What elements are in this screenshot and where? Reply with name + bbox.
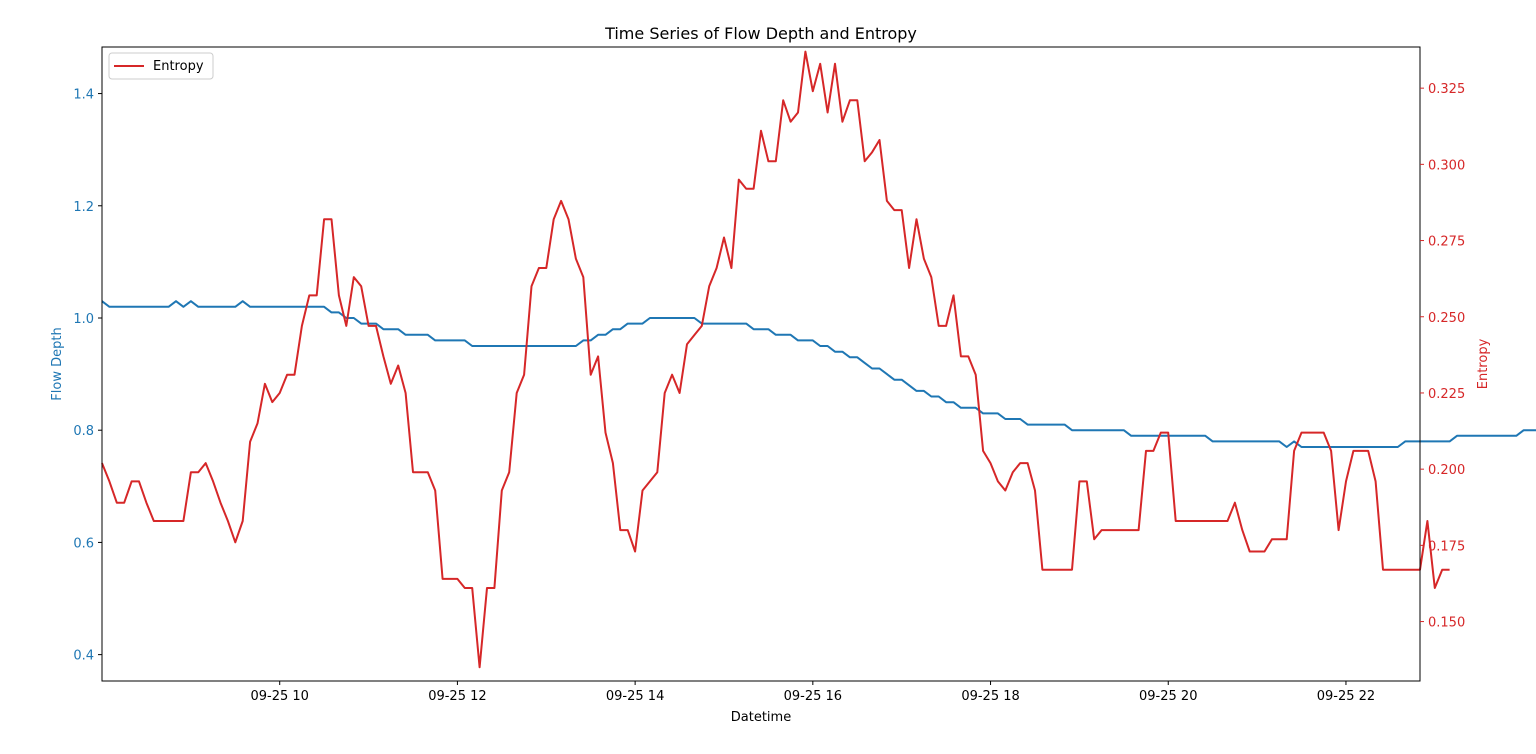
right-y-tick-label: 0.225 xyxy=(1428,387,1465,402)
x-tick-label: 09-25 16 xyxy=(784,689,842,704)
right-y-tick-label: 0.175 xyxy=(1428,539,1465,554)
x-tick-label: 09-25 12 xyxy=(428,689,486,704)
left-y-tick-label: 0.8 xyxy=(73,424,94,439)
legend-entropy-label: Entropy xyxy=(153,59,204,74)
x-tick-label: 09-25 10 xyxy=(250,689,308,704)
x-tick-label: 09-25 20 xyxy=(1139,689,1197,704)
right-y-tick-label: 0.300 xyxy=(1428,158,1465,173)
x-axis-label: Datetime xyxy=(731,710,791,725)
x-tick-label: 09-25 22 xyxy=(1317,689,1375,704)
left-y-tick-label: 1.2 xyxy=(73,200,94,215)
left-y-axis-label: Flow Depth xyxy=(50,327,65,400)
x-axis: 09-25 10 09-25 12 09-25 14 09-25 16 09-25 18… xyxy=(250,681,1375,704)
right-y-tick-label: 0.200 xyxy=(1428,463,1465,478)
right-y-tick-label: 0.250 xyxy=(1428,311,1465,326)
right-y-axis-label: Entropy xyxy=(1476,338,1491,389)
flow-depth-line xyxy=(101,300,1536,448)
chart-title: Time Series of Flow Depth and Entropy xyxy=(604,24,917,43)
plot-area xyxy=(101,50,1536,669)
plot-frame xyxy=(101,46,1421,682)
right-y-axis: 0.150 0.175 0.200 0.225 0.250 0.275 0.300 0.325 xyxy=(1420,82,1465,631)
left-y-tick-label: 1.0 xyxy=(73,312,94,327)
x-tick-label: 09-25 18 xyxy=(961,689,1019,704)
left-y-tick-label: 0.6 xyxy=(73,536,94,551)
right-y-tick-label: 0.275 xyxy=(1428,235,1465,250)
entropy-line xyxy=(101,50,1450,669)
x-tick-label: 09-25 14 xyxy=(606,689,664,704)
left-y-tick-label: 1.4 xyxy=(73,88,94,103)
left-y-axis: 0.4 0.6 0.8 1.0 1.2 1.4 xyxy=(73,88,102,664)
right-y-tick-label: 0.325 xyxy=(1428,82,1465,97)
right-y-tick-label: 0.150 xyxy=(1428,616,1465,631)
left-y-tick-label: 0.4 xyxy=(73,649,94,664)
legend: Entropy xyxy=(108,52,214,80)
legend-box xyxy=(108,52,214,80)
